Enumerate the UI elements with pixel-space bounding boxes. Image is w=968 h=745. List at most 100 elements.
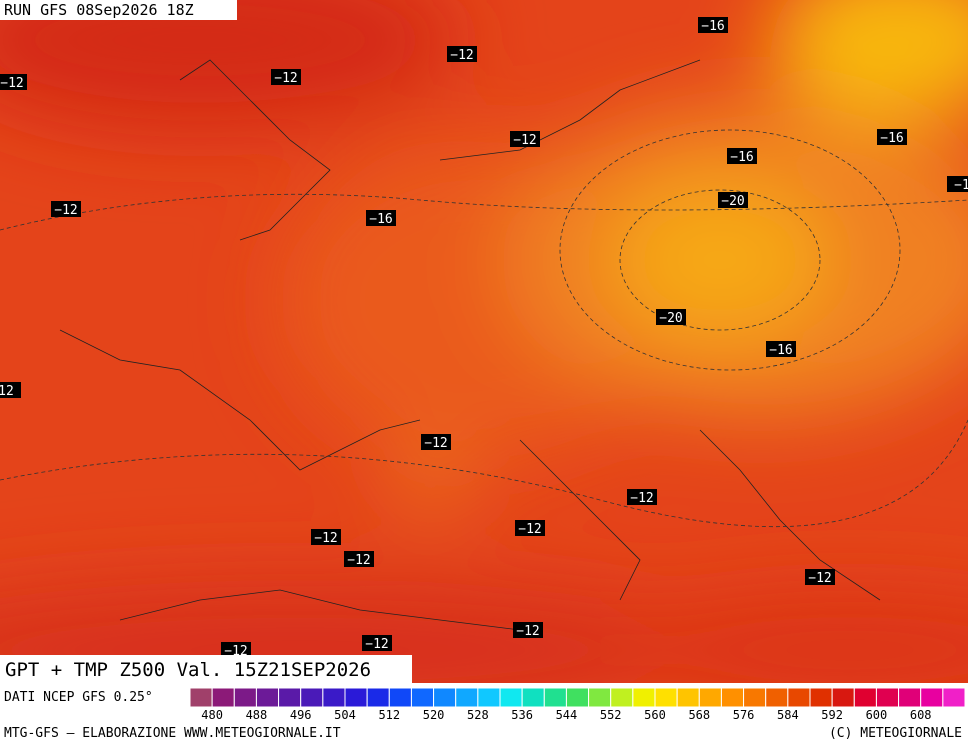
scale-swatch <box>388 687 412 708</box>
contour-label-box <box>344 551 374 567</box>
header-box <box>0 0 237 20</box>
contour-label-box <box>766 341 796 357</box>
contour-label: −12 <box>365 637 388 652</box>
scale-swatch <box>588 687 612 708</box>
contour-label-box <box>51 201 81 217</box>
contour-label-box <box>727 148 757 164</box>
scale-swatch <box>565 687 590 708</box>
scale-swatch <box>344 687 368 708</box>
scale-swatch <box>743 687 767 708</box>
contour-label: −16 <box>769 343 792 358</box>
scale-swatch <box>322 687 346 708</box>
scale-swatch <box>765 687 789 708</box>
scale-swatch <box>455 687 479 708</box>
scale-label: 536 <box>511 708 533 722</box>
scale-swatch <box>521 687 545 708</box>
contour-label: −12 <box>274 71 297 86</box>
contour-label: −16 <box>880 131 903 146</box>
scale-label: 512 <box>378 708 400 722</box>
scale-swatch <box>543 687 567 708</box>
scale-swatch <box>366 687 390 708</box>
scale-swatch <box>255 687 280 708</box>
scale-swatch <box>831 687 855 708</box>
contour-label-box <box>718 192 748 208</box>
scale-swatch <box>211 687 235 708</box>
contour-label-box <box>656 309 686 325</box>
scale-swatch <box>654 687 678 708</box>
contour-label-box <box>513 622 543 638</box>
contour-label-box <box>421 434 451 450</box>
scale-label: 504 <box>334 708 356 722</box>
scale-swatch <box>189 687 213 708</box>
header: RUN GFS 08Sep2026 18Z <box>4 1 194 19</box>
contour-label: 12 <box>0 384 14 399</box>
scale-swatch <box>698 687 722 708</box>
scale-swatch <box>853 687 877 708</box>
contour-label-box <box>366 210 396 226</box>
contour-label: −12 <box>516 624 539 639</box>
contours <box>0 129 968 528</box>
scale-swatch <box>499 687 523 708</box>
scale-label: 608 <box>910 708 932 722</box>
scale-swatch <box>787 687 811 708</box>
title-box <box>0 655 412 683</box>
scale-label: 560 <box>644 708 666 722</box>
scale-label: 576 <box>733 708 755 722</box>
source: DATI NCEP GFS 0.25° <box>4 690 153 705</box>
contour-label-box <box>805 569 835 585</box>
scale-swatch <box>433 687 457 708</box>
contour-label: −20 <box>659 311 682 326</box>
contour-label: −12 <box>518 522 541 537</box>
scale-label: 568 <box>688 708 710 722</box>
title: GPT + TMP Z500 Val. 15Z21SEP2026 <box>5 659 371 681</box>
contour-label: −12 <box>424 436 447 451</box>
contour-label-box <box>947 176 968 192</box>
contour-label: −16 <box>730 150 753 165</box>
scale-swatch <box>477 687 501 708</box>
contour-label-box <box>698 17 728 33</box>
contour-label-box <box>877 129 907 145</box>
scale-label: 544 <box>556 708 578 722</box>
scale-swatch <box>898 687 922 708</box>
contour-label-box <box>510 131 540 147</box>
contour-label: −12 <box>314 531 337 546</box>
scale-swatch <box>632 687 656 708</box>
contour-label: −12 <box>0 76 23 91</box>
scale-swatch <box>720 687 745 708</box>
contour-label: −12 <box>347 553 370 568</box>
contour-label: −12 <box>450 48 473 63</box>
scale-label: 520 <box>423 708 445 722</box>
scale-label: 552 <box>600 708 622 722</box>
scale-label: 480 <box>201 708 223 722</box>
scale-swatch <box>676 687 700 708</box>
contour-label: −1 <box>954 178 968 193</box>
scale-label: 584 <box>777 708 799 722</box>
contour-label: −12 <box>630 491 653 506</box>
contour-label-box <box>0 382 21 398</box>
scale-label: 592 <box>821 708 843 722</box>
contour-label: −20 <box>721 194 744 209</box>
scale-label: 496 <box>290 708 312 722</box>
contour-label-box <box>221 642 251 658</box>
contour-label: −12 <box>808 571 831 586</box>
scale-swatch <box>942 687 966 708</box>
contour-label: −16 <box>701 19 724 34</box>
footer-right: (C) METEOGIORNALE <box>829 726 962 741</box>
contour-label-box <box>311 529 341 545</box>
scale-label: 528 <box>467 708 489 722</box>
scale-swatch <box>300 687 324 708</box>
contour-label-box <box>362 635 392 651</box>
contour-label: −12 <box>54 203 77 218</box>
footer-left: MTG-GFS — ELABORAZIONE WWW.METEOGIORNALE… <box>4 726 341 741</box>
contour-label: −12 <box>513 133 536 148</box>
scale-swatch <box>875 687 900 708</box>
scale-swatch <box>410 687 435 708</box>
contour-label-box <box>0 74 27 90</box>
scale-swatch <box>610 687 634 708</box>
scale-swatch <box>233 687 257 708</box>
scale-swatch <box>278 687 302 708</box>
contour-label-box <box>447 46 477 62</box>
contour-label-box <box>515 520 545 536</box>
